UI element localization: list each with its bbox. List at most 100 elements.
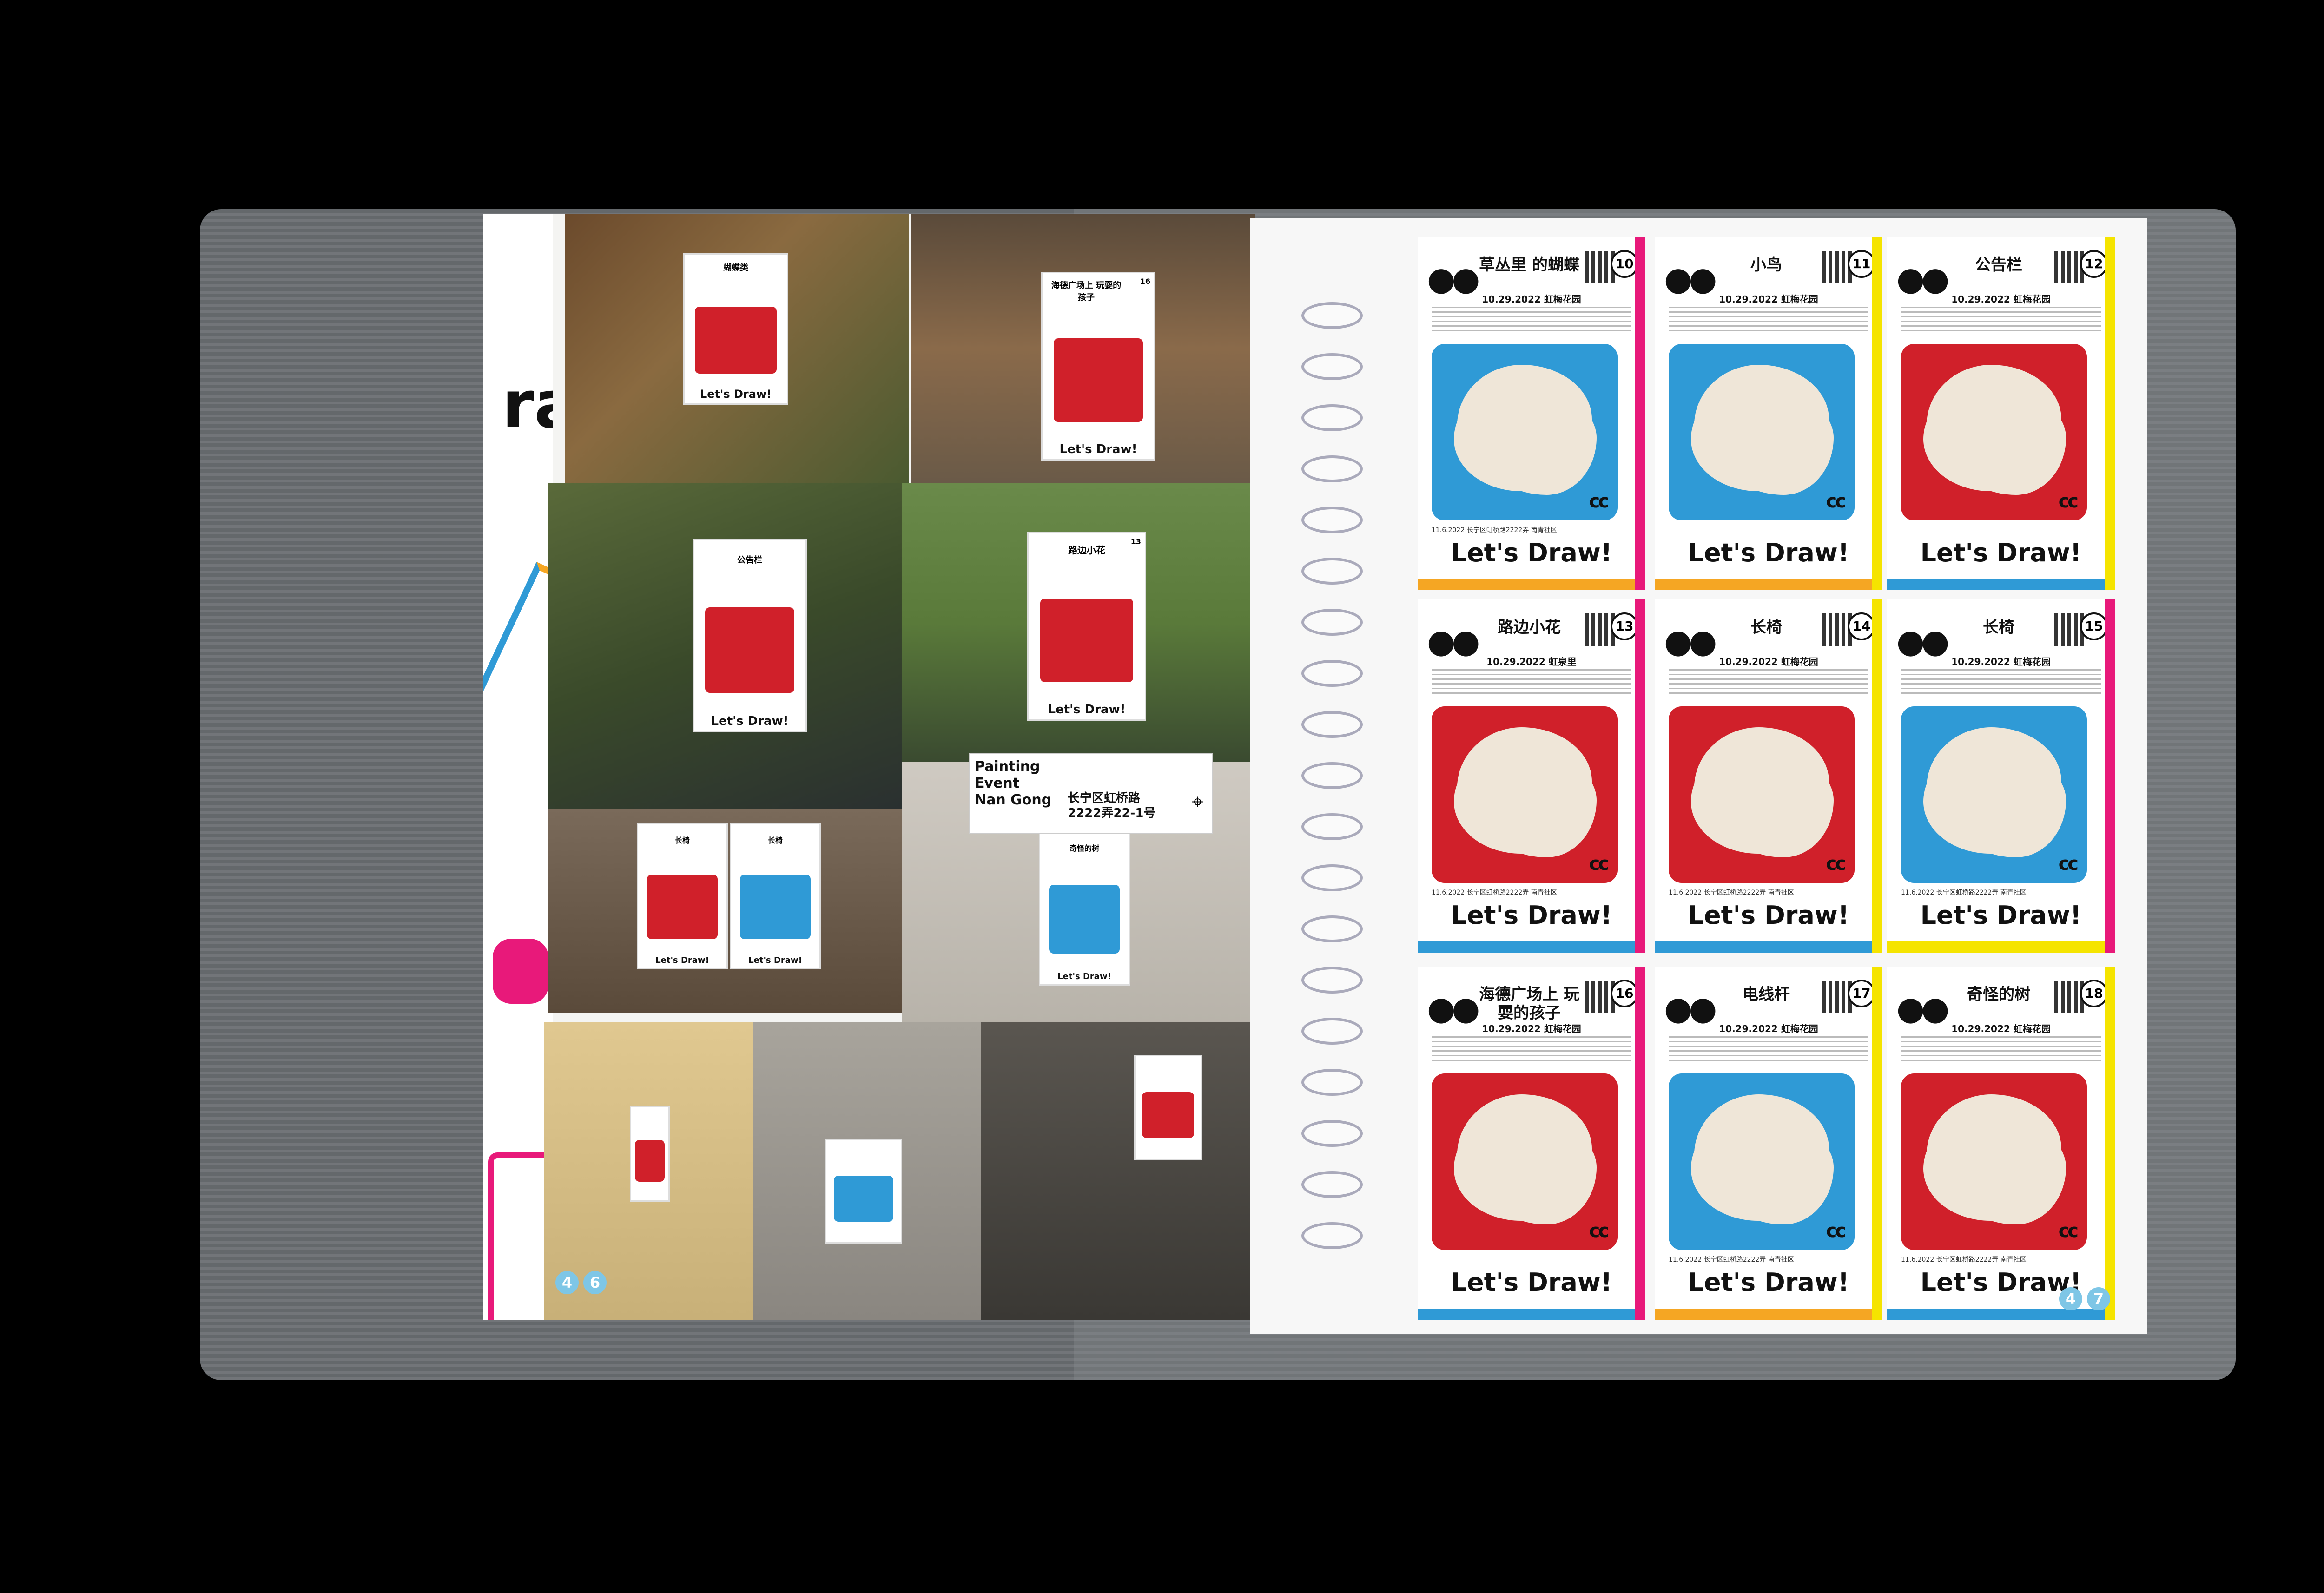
binder-ring: [1301, 1069, 1363, 1096]
page-edge-strip: ra: [483, 214, 553, 1320]
eyes-icon: ●●: [1427, 622, 1480, 660]
lets-draw-heading: Let's Draw!: [1688, 901, 1849, 930]
photo-dark-wall: [981, 1022, 1255, 1320]
binder-ring: [1301, 353, 1363, 380]
strip-graphic: [483, 561, 553, 765]
card-number: 13: [1611, 612, 1638, 640]
poster-number: 13: [1130, 537, 1141, 546]
drawing-frame: cc: [1669, 706, 1855, 883]
eyes-icon: ●●: [1427, 260, 1480, 298]
card-date: 10.29.2022 虹梅花园: [1482, 1023, 1581, 1034]
sign-line2: Event: [975, 775, 1020, 791]
card-number: 14: [1848, 612, 1875, 640]
eyes-icon: ●●: [1896, 622, 1949, 660]
card-body-text: [1669, 669, 1868, 697]
card-side-bar: [1872, 967, 1882, 1320]
cloud-shape: [1694, 1094, 1829, 1215]
binder-ring: [1301, 1120, 1363, 1147]
lets-draw-heading: Let's Draw!: [1451, 1268, 1612, 1297]
card-footer: 11.6.2022 长宁区虹桥路2222弄 南青社区: [1669, 1256, 1794, 1264]
poster-lets-draw: Let's Draw!: [655, 955, 709, 965]
card-bottom-bar: [1655, 1309, 1882, 1320]
binder-ring: [1301, 813, 1363, 840]
cloud-shape: [1457, 365, 1592, 486]
binder-ring: [1301, 915, 1363, 942]
drawing-frame: cc: [1432, 344, 1618, 520]
page-number: 4: [2059, 1287, 2082, 1310]
card-bottom-bar: [1418, 1309, 1645, 1320]
card-number: 17: [1848, 980, 1875, 1007]
strip-graphic-pink: [493, 939, 548, 1004]
cloud-shape: [1457, 727, 1592, 848]
card-number: 11: [1848, 250, 1875, 278]
poster-art: [1142, 1092, 1194, 1138]
card-side-bar: [1872, 599, 1882, 953]
poster-small: [630, 1106, 670, 1202]
binder-ring: [1301, 455, 1363, 482]
poster-in-photo: 长椅 Let's Draw!: [730, 823, 821, 969]
eyes-icon: cc: [2058, 491, 2079, 512]
poster-title: 海德广场上 玩耍的孩子: [1051, 281, 1122, 303]
card-bottom-bar: [1418, 941, 1645, 953]
poster-art: [1040, 599, 1133, 682]
activity-card: ●● 海德广场上 玩耍的孩子 16 10.29.2022 虹梅花园 cc Let's Dr…: [1418, 967, 1645, 1320]
eyes-icon: cc: [1826, 491, 1846, 512]
eyes-icon: cc: [1589, 491, 1609, 512]
poster-art: [635, 1140, 665, 1182]
cloud-shape: [1694, 365, 1829, 486]
card-body-text: [1432, 307, 1631, 335]
activity-card: ●● 草丛里 的蝴蝶 10 10.29.2022 虹梅花园 cc 11.6.2022 长宁…: [1418, 237, 1645, 590]
activity-card: ●● 小鸟 11 10.29.2022 虹梅花园 cc Let's Draw!: [1655, 237, 1882, 590]
poster-art: [1049, 884, 1120, 954]
page-number: 4: [555, 1271, 579, 1294]
poster-in-photo: 蝴蝶类 Let's Draw!: [683, 253, 788, 405]
poster-art: [1054, 338, 1143, 422]
binder-ring: [1301, 609, 1363, 636]
eyes-icon: ●●: [1896, 260, 1949, 298]
eyes-icon: cc: [1826, 853, 1846, 875]
eyes-icon: cc: [1826, 1220, 1846, 1242]
poster-art: [647, 874, 718, 939]
drawing-frame: cc: [1669, 344, 1855, 520]
card-title: 草丛里 的蝴蝶: [1479, 256, 1579, 274]
eyes-icon: cc: [1589, 853, 1609, 875]
card-bottom-bar: [1655, 579, 1882, 590]
card-date: 10.29.2022 虹泉里: [1486, 656, 1577, 667]
card-side-bar: [2105, 967, 2115, 1320]
poster-art: [695, 307, 777, 374]
card-number: 10: [1611, 250, 1638, 278]
poster-in-photo: 海德广场上 玩耍的孩子 16 Let's Draw!: [1041, 272, 1155, 461]
eyes-icon: ●●: [1427, 989, 1480, 1027]
card-footer: 11.6.2022 长宁区虹桥路2222弄 南青社区: [1901, 1256, 2027, 1264]
cloud-shape: [1927, 727, 2061, 848]
card-side-bar: [2105, 599, 2115, 953]
card-side-bar: [1635, 237, 1645, 590]
card-number: 15: [2080, 612, 2108, 640]
binder-ring: [1301, 507, 1363, 533]
lets-draw-heading: Let's Draw!: [1688, 1268, 1849, 1297]
lets-draw-heading: Let's Draw!: [1920, 538, 2082, 567]
eyes-icon: cc: [1589, 1220, 1609, 1242]
eyes-icon: ●●: [1896, 989, 1949, 1027]
card-date: 10.29.2022 虹梅花园: [1719, 294, 1818, 305]
eyes-icon: cc: [2058, 853, 2079, 875]
poster-lets-draw: Let's Draw!: [1048, 703, 1126, 717]
poster-small: [1134, 1055, 1202, 1160]
card-date: 10.29.2022 虹梅花园: [1482, 294, 1581, 305]
poster-title: 长椅: [767, 836, 783, 845]
activity-card: ●● 长椅 14 10.29.2022 虹梅花园 cc 11.6.2022 长宁区虹桥路2…: [1655, 599, 1882, 953]
binder-ring: [1301, 558, 1363, 585]
sign-address2: 2222弄22-1号: [1068, 806, 1156, 820]
card-side-bar: [1872, 237, 1882, 590]
lets-draw-heading: Let's Draw!: [1920, 901, 2082, 930]
card-title: 电线杆: [1743, 985, 1790, 1004]
poster-art: [740, 874, 811, 939]
poster-number: 16: [1140, 277, 1150, 286]
activity-card: ●● 电线杆 17 10.29.2022 虹梅花园 cc 11.6.2022 长宁区虹桥路…: [1655, 967, 1882, 1320]
card-body-text: [1901, 307, 2101, 335]
sign-address: 长宁区虹桥路: [1068, 791, 1141, 805]
eyes-icon: ●●: [1664, 989, 1717, 1027]
poster-title: 奇怪的树: [1069, 844, 1099, 853]
binder-ring: [1301, 711, 1363, 738]
card-date: 10.29.2022 虹梅花园: [1951, 656, 2051, 667]
